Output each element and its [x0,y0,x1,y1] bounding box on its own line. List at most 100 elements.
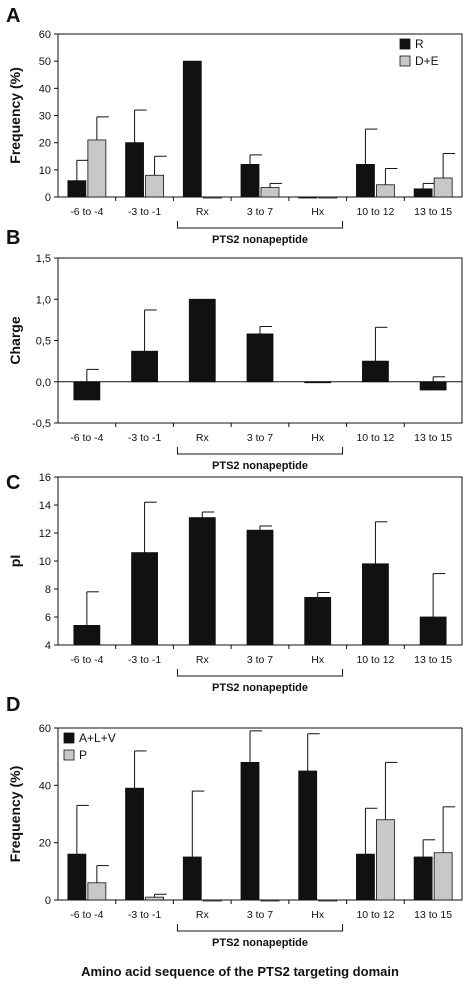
bar [318,196,338,199]
category-label: 13 to 15 [414,206,452,218]
category-label: 3 to 7 [247,206,273,218]
bar [125,142,144,198]
bar [356,853,375,901]
y-tick-label: 14 [39,500,51,512]
plot-frame [57,727,463,901]
bar [182,60,202,198]
legend-swatch [399,38,411,50]
y-tick-label: 0,0 [36,377,51,389]
category-label: Hx [311,909,325,921]
bar [145,174,164,198]
category-label: Rx [196,654,210,666]
legend-label: D+E [415,54,439,68]
bar [131,552,158,646]
bracket-label: PTS2 nonapeptide [212,682,308,694]
category-label: 3 to 7 [247,654,273,666]
chart-panel-c: C 4 6 8 10 12 14 16 pI -6 to -4 -3 to -1 Rx 3 to 7 Hx… [6,472,463,694]
bar [202,196,222,199]
bar [87,139,107,198]
pts2-bracket [176,669,344,677]
panel-letter: A [6,5,20,27]
category-label: 10 to 12 [356,909,394,921]
y-tick-label: 60 [39,29,51,41]
bar [356,163,375,198]
bar [260,187,280,198]
y-tick-label: 40 [39,83,51,95]
bar [413,856,433,901]
y-tick-label: 50 [39,56,51,68]
bar [298,196,318,199]
y-tick-label: 30 [39,111,51,123]
bar [240,163,260,198]
y-tick-label: 1,5 [36,253,51,265]
category-label: 13 to 15 [414,654,452,666]
bar [304,381,332,384]
legend-label: A+L+V [79,731,116,745]
y-tick-label: 0 [45,895,51,907]
category-label: -6 to -4 [70,654,103,666]
y-tick-label: 8 [45,584,51,596]
category-label: 13 to 15 [414,909,452,921]
bracket-label: PTS2 nonapeptide [212,460,308,472]
category-label: -6 to -4 [70,206,103,218]
bar [73,625,101,646]
category-label: 13 to 15 [414,432,452,444]
bar [87,882,107,901]
footer-label: Amino acid sequence of the PTS2 targetin… [81,964,399,979]
category-label: -3 to -1 [128,654,161,666]
chart-panel-b: B -0,5 0,0 0,5 1,0 1,5 Charge -6 to -4 -3 to -1 R… [6,227,463,472]
category-label: Rx [196,909,210,921]
bar [67,180,87,198]
bar [240,762,260,901]
panel-letter: C [6,472,20,494]
bar [433,177,453,198]
bar [260,899,280,902]
category-label: -6 to -4 [70,909,103,921]
bar [362,360,389,383]
bar [125,787,144,901]
bar [188,298,216,383]
y-tick-label: 1,0 [36,294,51,306]
pts2-bracket [176,924,344,932]
bracket-label: PTS2 nonapeptide [212,234,308,246]
y-tick-label: 4 [45,640,51,652]
y-tick-label: 12 [39,528,51,540]
y-tick-label: 20 [39,138,51,150]
y-tick-label: 10 [39,556,51,568]
legend-swatch [399,55,411,67]
y-tick-label: -0,5 [32,418,51,430]
bar [419,616,447,646]
category-label: Hx [311,432,325,444]
bar [376,184,395,198]
pts2-bracket [176,221,344,229]
legend-swatch [63,749,75,761]
category-label: 10 to 12 [356,432,394,444]
y-tick-label: 0,5 [36,336,51,348]
panel-letter: B [6,227,20,249]
y-axis-label: pI [7,555,23,567]
bar [188,517,216,646]
y-tick-label: 60 [39,723,51,735]
y-tick-label: 6 [45,612,51,624]
category-label: Rx [196,206,210,218]
category-label: Rx [196,432,210,444]
legend-swatch [63,732,75,744]
legend-label: R [415,37,424,51]
y-tick-label: 40 [39,780,51,792]
bar [376,819,395,901]
y-axis-label: Frequency (%) [7,766,23,862]
category-label: -3 to -1 [128,206,161,218]
y-tick-label: 10 [39,165,51,177]
bar [182,856,202,901]
category-label: Hx [311,206,325,218]
category-label: Hx [311,654,325,666]
legend: R D+E [399,37,439,68]
bar [413,188,433,198]
bar [298,770,318,901]
category-label: 10 to 12 [356,206,394,218]
bar [318,899,338,902]
y-axis-label: Charge [7,316,23,364]
category-label: -6 to -4 [70,432,103,444]
bar [304,597,332,646]
